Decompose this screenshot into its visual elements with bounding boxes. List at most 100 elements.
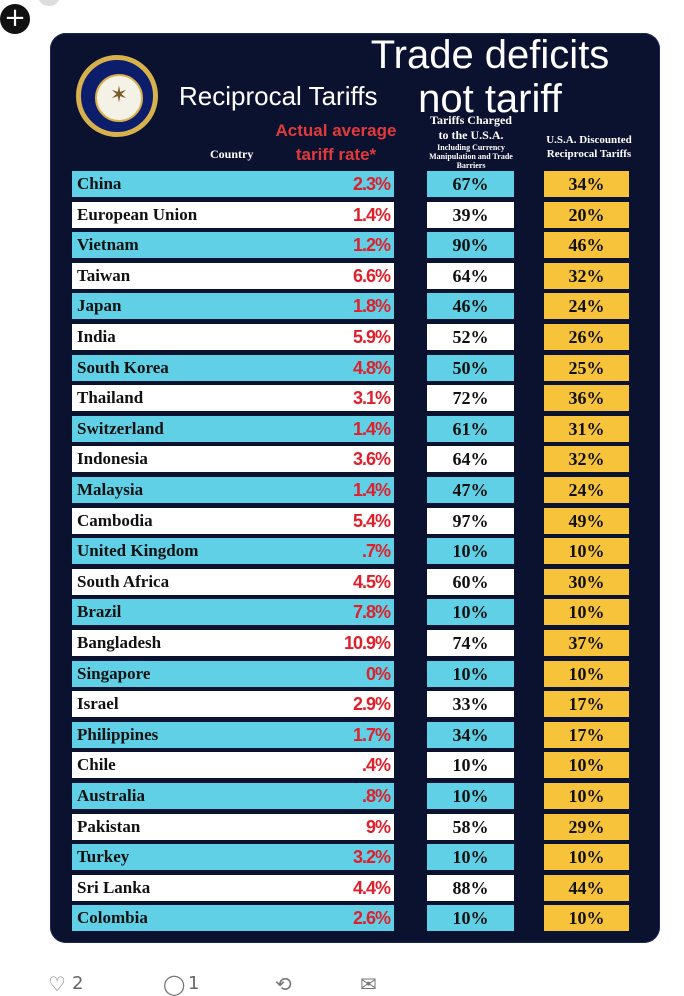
country-name: Philippines (77, 724, 159, 744)
country-name: Brazil (77, 602, 122, 622)
table-row: Singapore 0% 10% 10% (50, 660, 660, 687)
actual-rate: 4.4% (352, 877, 391, 898)
country-cell: Brazil 7.8% (72, 599, 394, 626)
reciprocal-tariff-cell: 26% (544, 324, 629, 350)
table-row: Switzerland 1.4% 61% 31% (50, 415, 660, 442)
header-country: Country (210, 147, 254, 161)
plus-icon[interactable]: + (0, 4, 30, 34)
header-tariffs-charged-label: Tariffs Charged to the U.S.A. (430, 113, 512, 142)
eagle-icon: ✶ (109, 83, 129, 108)
reciprocal-tariff-cell: 10% (544, 599, 629, 626)
table-row: Turkey 3.2% 10% 10% (50, 844, 660, 871)
reciprocal-tariff-cell: 24% (544, 293, 629, 320)
country-cell: Bangladesh 10.9% (72, 630, 394, 656)
table-row: Indonesia 3.6% 64% 32% (50, 446, 660, 473)
table-row: Vietnam 1.2% 90% 46% (50, 232, 660, 259)
actual-rate: 6.6% (352, 265, 391, 286)
actual-rate: 1.2% (352, 235, 391, 256)
table-row: Cambodia 5.4% 97% 49% (50, 507, 660, 534)
actual-rate: 2.3% (352, 174, 391, 194)
actual-rate: 10.9% (343, 633, 391, 653)
tariffs-charged-cell: 67% (427, 171, 514, 197)
country-name: Vietnam (77, 235, 139, 255)
tariffs-charged-cell: 60% (427, 568, 514, 595)
table-row: European Union 1.4% 39% 20% (50, 201, 660, 228)
reply-icon[interactable]: ◯ (163, 972, 186, 996)
actual-rate: 2.9% (352, 694, 391, 715)
reciprocal-tariff-cell: 46% (544, 232, 629, 259)
country-cell: Chile .4% (72, 752, 394, 779)
country-cell: Turkey 3.2% (72, 844, 394, 871)
country-name: Pakistan (77, 816, 141, 836)
country-name: Indonesia (77, 449, 148, 469)
reciprocal-tariff-cell: 34% (544, 171, 629, 197)
table-row: Chile .4% 10% 10% (50, 752, 660, 779)
table-row: Philippines 1.7% 34% 17% (50, 721, 660, 748)
reciprocal-tariff-cell: 29% (544, 813, 629, 840)
actual-rate: .7% (361, 541, 391, 562)
actual-rate: 7.8% (352, 602, 391, 623)
country-name: European Union (77, 204, 198, 224)
tariffs-charged-cell: 10% (427, 660, 514, 687)
country-name: China (77, 174, 122, 193)
tariffs-charged-cell: 34% (427, 721, 514, 748)
reciprocal-tariff-cell: 10% (544, 660, 629, 687)
actual-rate: 9% (365, 816, 391, 837)
actual-rate: .4% (361, 755, 391, 776)
actual-rate: 1.8% (352, 296, 391, 317)
repost-icon[interactable]: ⟲ (275, 972, 292, 996)
actual-rate: 5.4% (352, 510, 391, 531)
reciprocal-tariff-cell: 10% (544, 905, 629, 932)
country-cell: Japan 1.8% (72, 293, 394, 320)
avatar[interactable] (38, 0, 60, 6)
country-cell: Sri Lanka 4.4% (72, 874, 394, 901)
country-cell: Singapore 0% (72, 660, 394, 687)
actual-rate: 1.7% (352, 724, 391, 745)
country-cell: European Union 1.4% (72, 201, 394, 228)
like-count: 2 (72, 973, 84, 994)
tariffs-charged-cell: 64% (427, 262, 514, 289)
country-name: South Korea (77, 357, 169, 377)
country-cell: South Africa 4.5% (72, 568, 394, 595)
country-cell: South Korea 4.8% (72, 354, 394, 381)
tariffs-charged-cell: 64% (427, 446, 514, 473)
share-icon[interactable]: ✉ (360, 972, 377, 996)
actual-rate: 1.4% (352, 480, 391, 500)
table-row: Sri Lanka 4.4% 88% 44% (50, 874, 660, 901)
tariffs-charged-cell: 39% (427, 201, 514, 228)
tariffs-charged-cell: 90% (427, 232, 514, 259)
reciprocal-tariff-cell: 10% (544, 844, 629, 871)
country-name: Switzerland (77, 418, 164, 438)
table-row: United Kingdom .7% 10% 10% (50, 538, 660, 565)
country-name: United Kingdom (77, 541, 199, 561)
country-name: Malaysia (77, 480, 144, 499)
country-cell: Vietnam 1.2% (72, 232, 394, 259)
like-icon[interactable]: ♡ (48, 972, 66, 996)
actual-rate: 4.5% (352, 571, 391, 592)
country-cell: Malaysia 1.4% (72, 477, 394, 503)
country-name: Colombia (77, 908, 148, 928)
country-cell: Switzerland 1.4% (72, 415, 394, 442)
actual-rate: 4.8% (352, 357, 391, 378)
reciprocal-tariff-cell: 36% (544, 385, 629, 412)
table-row: Brazil 7.8% 10% 10% (50, 599, 660, 626)
country-cell: Israel 2.9% (72, 691, 394, 718)
reciprocal-tariff-cell: 49% (544, 507, 629, 534)
reciprocal-tariff-cell: 32% (544, 262, 629, 289)
header-actual-average: Actual average tariff rate* (275, 121, 397, 164)
reciprocal-tariff-cell: 31% (544, 415, 629, 442)
header-tariffs-charged-note: Including Currency Manipulation and Trad… (429, 143, 513, 170)
tariffs-charged-cell: 47% (427, 477, 514, 503)
card-title: Reciprocal Tariffs (179, 81, 378, 111)
reciprocal-tariff-cell: 10% (544, 783, 629, 809)
table-row: China 2.3% 67% 34% (50, 171, 660, 197)
header-discounted: U.S.A. Discounted Reciprocal Tariffs (546, 134, 632, 160)
actual-rate: 2.6% (352, 908, 391, 929)
reciprocal-tariff-cell: 20% (544, 201, 629, 228)
tariffs-charged-cell: 74% (427, 630, 514, 656)
reciprocal-tariff-cell: 17% (544, 721, 629, 748)
country-name: Bangladesh (77, 633, 162, 652)
top-bar: + (0, 0, 684, 34)
table-row: Pakistan 9% 58% 29% (50, 813, 660, 840)
country-cell: Australia .8% (72, 783, 394, 809)
